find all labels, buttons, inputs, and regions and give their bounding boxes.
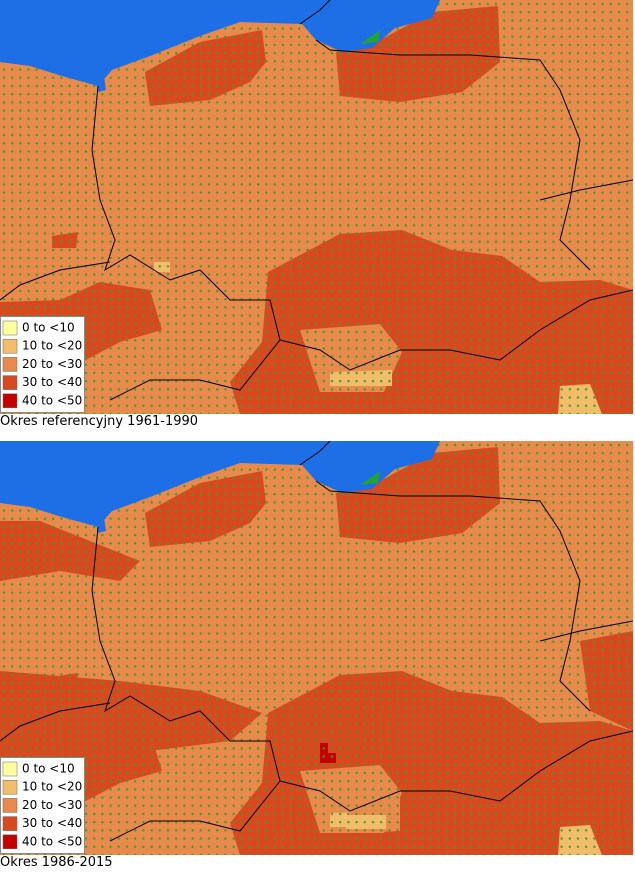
- border-line: [299, 0, 331, 25]
- legend-label: 30 to <40: [22, 375, 82, 389]
- legend-swatch: [2, 393, 18, 409]
- legend-swatch: [2, 798, 18, 813]
- border-line: [539, 179, 634, 201]
- legend-label: 40 to <50: [22, 834, 82, 848]
- legend-label: 20 to <30: [22, 357, 82, 371]
- map: 0 to <10 10 to <20 20 to <30 30 to <40 40 to…: [0, 440, 634, 855]
- border-line: [0, 261, 111, 301]
- border-line: [315, 480, 591, 712]
- legend-swatch: [2, 834, 18, 850]
- border-line: [91, 526, 281, 842]
- border-line: [91, 85, 281, 401]
- legend-swatch: [2, 816, 18, 831]
- map-panel: 0 to <10 10 to <20 20 to <30 30 to <40 40 to…: [0, 440, 635, 870]
- border-line: [279, 730, 634, 812]
- border-line: [279, 289, 634, 371]
- map-caption: Okres referencyjny 1961-1990: [0, 414, 199, 429]
- legend-swatch: [2, 357, 18, 372]
- lagoon: [360, 471, 380, 485]
- legend-label: 40 to <50: [22, 393, 82, 407]
- legend-label: 0 to <10: [22, 762, 75, 776]
- sea: [0, 441, 440, 527]
- legend-label: 0 to <10: [22, 321, 75, 335]
- border-line: [299, 440, 331, 466]
- lake: [96, 517, 106, 533]
- map-caption: Okres 1986-2015: [0, 855, 113, 870]
- lagoon: [360, 30, 380, 44]
- border-line: [0, 702, 111, 742]
- map-panel: 0 to <10 10 to <20 20 to <30 30 to <40 40 to…: [0, 0, 635, 429]
- legend-label: 10 to <20: [22, 780, 82, 794]
- legend-label: 20 to <30: [22, 798, 82, 812]
- legend-swatch: [2, 338, 18, 354]
- legend-label: 10 to <20: [22, 339, 82, 353]
- legend-swatch: [2, 375, 18, 390]
- sea: [0, 0, 440, 86]
- map: 0 to <10 10 to <20 20 to <30 30 to <40 40 to…: [0, 0, 634, 414]
- legend-swatch: [2, 761, 18, 777]
- legend-swatch: [2, 779, 18, 795]
- border-line: [315, 39, 591, 271]
- border-line: [539, 620, 634, 642]
- lake: [96, 76, 106, 92]
- legend-label: 30 to <40: [22, 816, 82, 830]
- legend-swatch: [2, 320, 18, 336]
